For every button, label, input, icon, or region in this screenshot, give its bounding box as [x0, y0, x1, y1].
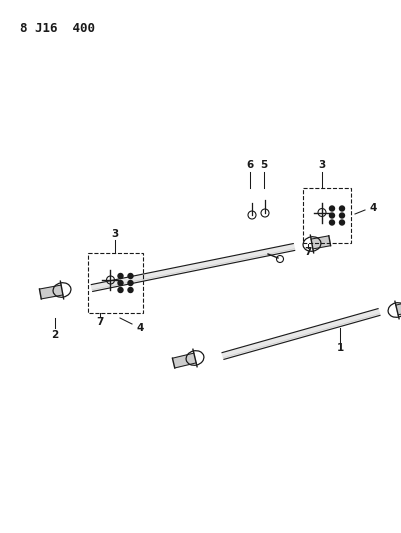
Text: 1: 1: [336, 343, 343, 353]
Circle shape: [329, 206, 334, 211]
Circle shape: [329, 213, 334, 218]
Circle shape: [128, 287, 133, 293]
Polygon shape: [395, 301, 401, 315]
Polygon shape: [310, 236, 330, 249]
Text: 6: 6: [246, 160, 253, 170]
Text: 8 J16  400: 8 J16 400: [20, 22, 95, 35]
Bar: [302, 188, 350, 243]
Circle shape: [339, 220, 344, 225]
Circle shape: [118, 280, 123, 286]
Text: 2: 2: [51, 330, 59, 340]
Text: 7: 7: [96, 317, 103, 327]
Text: 3: 3: [318, 160, 325, 170]
Circle shape: [118, 273, 123, 279]
Circle shape: [128, 273, 133, 279]
Polygon shape: [221, 309, 379, 359]
Circle shape: [329, 220, 334, 225]
Circle shape: [339, 213, 344, 218]
Circle shape: [118, 287, 123, 293]
Text: 4: 4: [369, 203, 376, 213]
Circle shape: [128, 280, 133, 286]
Bar: [88, 253, 143, 313]
Polygon shape: [172, 353, 196, 368]
Text: 3: 3: [111, 229, 118, 239]
Text: 4: 4: [136, 323, 143, 333]
Text: 5: 5: [260, 160, 267, 170]
Polygon shape: [39, 285, 63, 299]
Circle shape: [339, 206, 344, 211]
Polygon shape: [91, 244, 294, 292]
Text: 7: 7: [304, 247, 311, 257]
